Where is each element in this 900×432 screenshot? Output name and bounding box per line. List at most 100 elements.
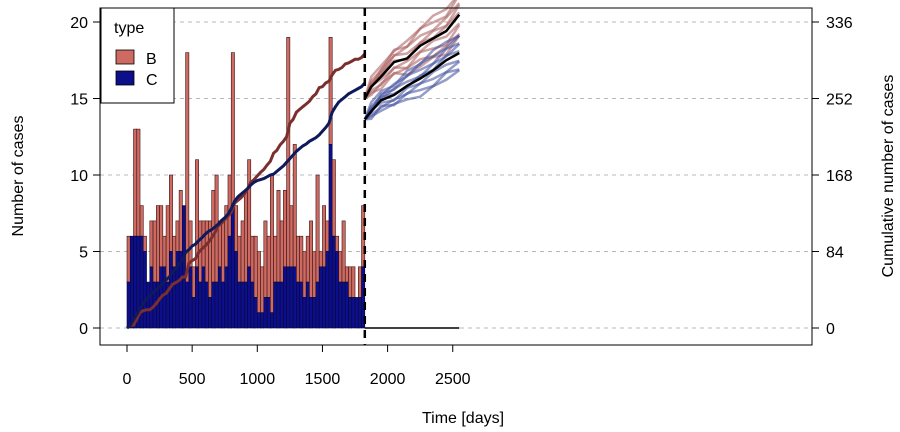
bar-c bbox=[162, 266, 167, 329]
bar-c bbox=[191, 297, 196, 329]
bar-b bbox=[126, 235, 131, 283]
bar-b bbox=[240, 220, 245, 283]
bar-b bbox=[227, 174, 232, 237]
y2-tick-label: 0 bbox=[826, 321, 835, 338]
x-tick-label: 2000 bbox=[370, 371, 406, 388]
bar-b bbox=[152, 220, 157, 283]
bar-c bbox=[211, 281, 216, 329]
projection-b-mean-line bbox=[363, 13, 461, 100]
bar-c bbox=[201, 266, 206, 329]
x-axis-title: Time [days] bbox=[422, 410, 504, 427]
bar-c bbox=[325, 251, 330, 329]
bar-b bbox=[185, 52, 190, 283]
y2-tick-label: 336 bbox=[826, 15, 853, 32]
bar-c bbox=[185, 281, 190, 329]
bar-b bbox=[142, 235, 147, 252]
bar-b bbox=[247, 159, 252, 268]
bar-c bbox=[312, 297, 317, 329]
projection-c-line bbox=[363, 34, 460, 120]
bar-c bbox=[289, 266, 294, 329]
x-tick-label: 2500 bbox=[435, 371, 471, 388]
bar-b bbox=[263, 220, 268, 298]
bar-c bbox=[331, 235, 336, 329]
bar-c bbox=[260, 312, 265, 329]
bar-c bbox=[309, 297, 313, 329]
bar-c bbox=[305, 281, 310, 329]
bar-c bbox=[230, 205, 235, 329]
bar-c bbox=[296, 281, 300, 329]
bar-c bbox=[279, 281, 284, 329]
bar-b bbox=[133, 128, 138, 237]
bar-b bbox=[256, 251, 261, 314]
bar-b bbox=[289, 205, 294, 268]
bar-b bbox=[335, 235, 340, 252]
bar-b bbox=[276, 190, 281, 283]
x-tick-label: 500 bbox=[179, 371, 206, 388]
bar-c bbox=[276, 281, 281, 329]
y-tick-label: 10 bbox=[70, 168, 88, 185]
bar-b bbox=[338, 251, 343, 283]
bar-b bbox=[331, 159, 336, 237]
bar-b bbox=[328, 36, 333, 145]
x-tick-label: 1500 bbox=[305, 371, 341, 388]
bar-c bbox=[240, 281, 245, 329]
bar-c bbox=[129, 235, 134, 329]
bar-b bbox=[312, 251, 317, 298]
bar-b bbox=[283, 190, 287, 268]
bar-b bbox=[169, 174, 173, 252]
bar-b bbox=[136, 128, 141, 237]
legend-swatch-c bbox=[115, 70, 135, 86]
bar-b bbox=[286, 36, 291, 268]
bar-b bbox=[178, 190, 183, 252]
bar-c bbox=[221, 281, 226, 329]
bar-c bbox=[204, 281, 209, 329]
bar-c bbox=[263, 297, 268, 329]
y-tick-label: 15 bbox=[70, 92, 88, 109]
bar-b bbox=[351, 266, 356, 298]
bar-b bbox=[299, 235, 304, 283]
bar-b bbox=[309, 220, 313, 298]
bar-c bbox=[322, 266, 327, 329]
bar-c bbox=[315, 281, 320, 329]
bar-b bbox=[165, 205, 170, 283]
bar-b bbox=[344, 266, 349, 283]
bar-b bbox=[260, 266, 265, 313]
x-tick-label: 0 bbox=[123, 371, 132, 388]
legend-title: type bbox=[114, 20, 144, 37]
legend-swatch-b bbox=[115, 49, 135, 65]
bar-b bbox=[266, 235, 271, 298]
bar-b bbox=[348, 266, 353, 298]
bar-c bbox=[214, 281, 219, 329]
y2-tick-label: 168 bbox=[826, 168, 853, 185]
bar-b bbox=[253, 235, 258, 298]
bar-c bbox=[357, 297, 362, 329]
legend-label-b: B bbox=[146, 51, 157, 68]
bar-c bbox=[361, 266, 366, 329]
legend-box bbox=[100, 7, 175, 104]
bar-b bbox=[279, 220, 284, 283]
bar-b bbox=[201, 220, 206, 268]
projection-lines bbox=[363, 0, 461, 329]
bar-c bbox=[250, 281, 255, 329]
bar-c bbox=[253, 297, 258, 329]
bar-b bbox=[315, 174, 320, 283]
bar-c bbox=[188, 266, 193, 329]
bar-b bbox=[270, 174, 274, 313]
bar-b bbox=[273, 235, 278, 283]
bar-b bbox=[250, 235, 255, 283]
bar-b bbox=[139, 205, 144, 237]
plot-frame bbox=[99, 7, 813, 346]
bar-b bbox=[234, 205, 239, 252]
cumulative-lines bbox=[126, 52, 366, 330]
y-tick-label: 0 bbox=[79, 321, 88, 338]
cumulative-line-c bbox=[126, 82, 366, 330]
bar-c bbox=[208, 297, 212, 329]
bar-c bbox=[328, 144, 333, 329]
y-tick-label: 20 bbox=[70, 15, 88, 32]
bar-b bbox=[149, 220, 154, 268]
bar-c bbox=[283, 266, 287, 329]
bar-c bbox=[243, 281, 248, 329]
bar-c bbox=[351, 297, 356, 329]
bar-c bbox=[247, 266, 252, 329]
